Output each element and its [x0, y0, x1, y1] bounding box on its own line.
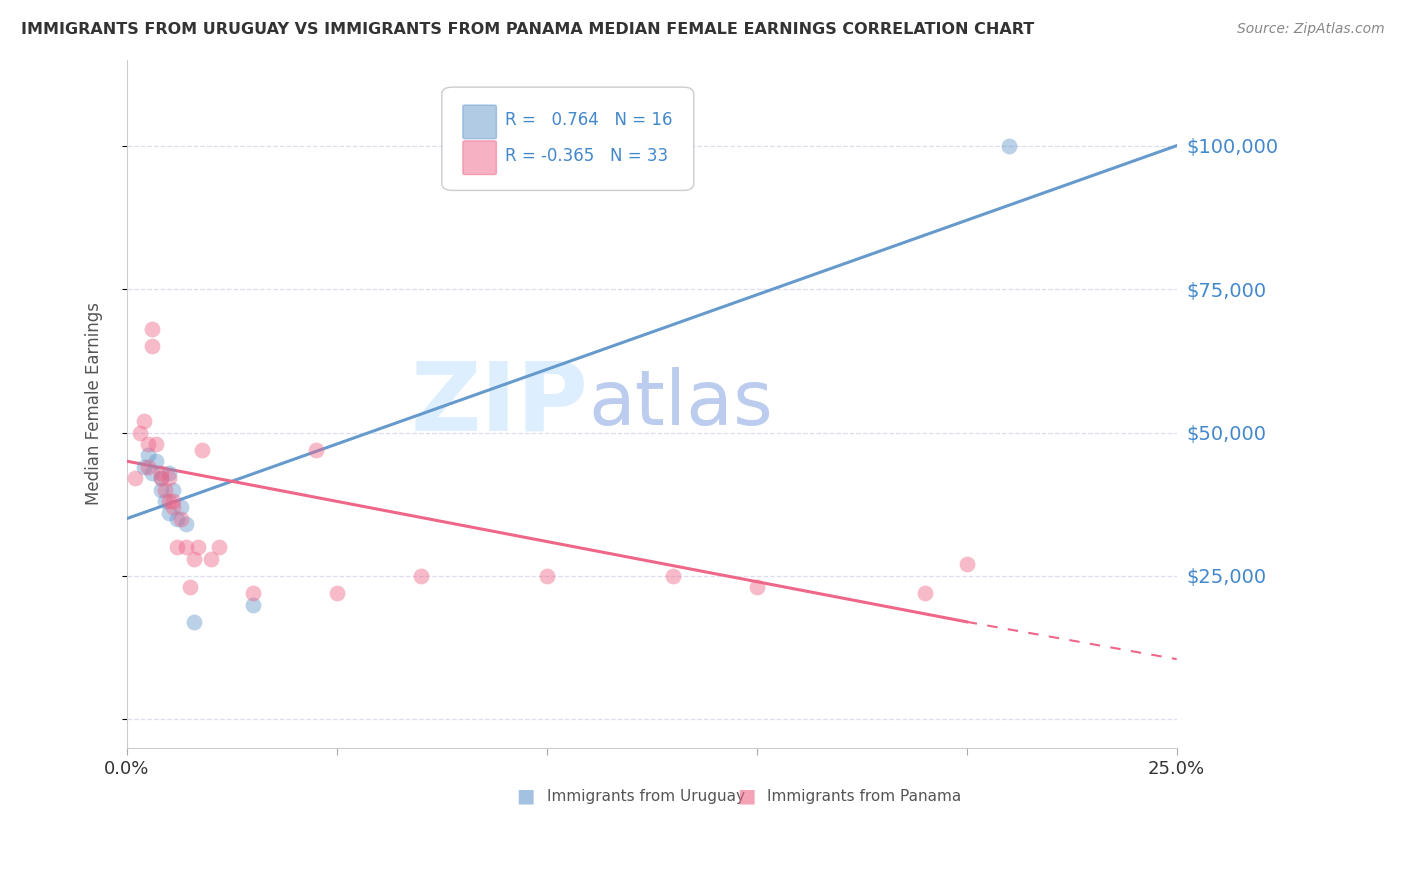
Point	[141, 339, 163, 353]
Point	[157, 466, 180, 480]
Point	[536, 569, 558, 583]
Text: atlas: atlas	[589, 367, 773, 441]
Point	[124, 471, 146, 485]
Point	[149, 471, 172, 485]
Point	[157, 471, 180, 485]
Point	[187, 541, 209, 555]
Point	[242, 586, 264, 600]
Point	[157, 506, 180, 520]
Point	[174, 541, 197, 555]
Point	[409, 569, 432, 583]
Point	[170, 511, 193, 525]
Text: Immigrants from Panama: Immigrants from Panama	[768, 789, 962, 804]
Point	[170, 500, 193, 514]
Point	[162, 500, 184, 514]
Point	[128, 425, 150, 440]
Text: IMMIGRANTS FROM URUGUAY VS IMMIGRANTS FROM PANAMA MEDIAN FEMALE EARNINGS CORRELA: IMMIGRANTS FROM URUGUAY VS IMMIGRANTS FR…	[21, 22, 1035, 37]
Point	[242, 598, 264, 612]
Point	[149, 466, 172, 480]
Point	[208, 541, 231, 555]
Point	[132, 459, 155, 474]
Text: ■: ■	[516, 787, 536, 805]
Point	[149, 483, 172, 497]
Point	[191, 442, 214, 457]
Text: ■: ■	[737, 787, 755, 805]
Point	[136, 459, 159, 474]
Point	[914, 586, 936, 600]
Point	[745, 581, 768, 595]
FancyBboxPatch shape	[441, 87, 693, 190]
Point	[149, 471, 172, 485]
Point	[183, 615, 205, 629]
Point	[136, 449, 159, 463]
Point	[153, 494, 176, 508]
Point	[200, 551, 222, 566]
Point	[162, 483, 184, 497]
Point	[166, 511, 188, 525]
Point	[166, 541, 188, 555]
Point	[179, 581, 201, 595]
Text: Immigrants from Uruguay: Immigrants from Uruguay	[547, 789, 745, 804]
Point	[141, 466, 163, 480]
FancyBboxPatch shape	[463, 141, 496, 175]
Point	[997, 138, 1019, 153]
Point	[157, 494, 180, 508]
FancyBboxPatch shape	[463, 105, 496, 139]
Point	[136, 437, 159, 451]
Text: ZIP: ZIP	[411, 358, 589, 450]
Point	[305, 442, 328, 457]
Point	[326, 586, 349, 600]
Point	[174, 517, 197, 532]
Text: R =   0.764   N = 16: R = 0.764 N = 16	[505, 112, 672, 129]
Point	[132, 414, 155, 428]
Point	[956, 558, 979, 572]
Text: R = -0.365   N = 33: R = -0.365 N = 33	[505, 147, 668, 165]
Point	[183, 551, 205, 566]
Point	[153, 483, 176, 497]
Point	[145, 437, 167, 451]
Point	[162, 494, 184, 508]
Point	[662, 569, 685, 583]
Text: Source: ZipAtlas.com: Source: ZipAtlas.com	[1237, 22, 1385, 37]
Point	[141, 322, 163, 336]
Y-axis label: Median Female Earnings: Median Female Earnings	[86, 302, 103, 506]
Point	[145, 454, 167, 468]
